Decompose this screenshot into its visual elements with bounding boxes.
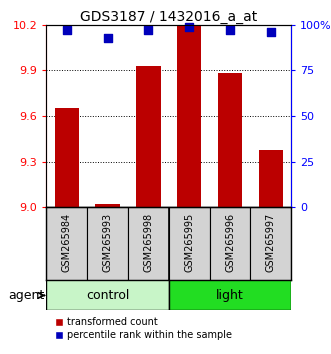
Point — [146, 27, 151, 33]
Text: light: light — [216, 289, 244, 302]
Text: GSM265993: GSM265993 — [103, 213, 113, 272]
Text: agent: agent — [8, 289, 44, 302]
Bar — [259, 150, 283, 207]
Bar — [210, 207, 251, 280]
Legend: transformed count, percentile rank within the sample: transformed count, percentile rank withi… — [51, 313, 236, 344]
Bar — [218, 74, 242, 207]
Text: GSM265984: GSM265984 — [62, 213, 72, 272]
Bar — [46, 280, 169, 310]
Text: GSM265997: GSM265997 — [266, 213, 276, 272]
Text: GSM265996: GSM265996 — [225, 213, 235, 272]
Bar — [177, 26, 202, 207]
Point — [268, 29, 273, 35]
Text: control: control — [86, 289, 129, 302]
Point — [64, 27, 70, 33]
Bar — [55, 108, 79, 207]
Point — [187, 24, 192, 29]
Bar — [169, 280, 291, 310]
Point — [105, 35, 110, 40]
Bar — [251, 207, 291, 280]
Point — [227, 27, 233, 33]
Title: GDS3187 / 1432016_a_at: GDS3187 / 1432016_a_at — [80, 10, 258, 24]
Bar — [46, 207, 87, 280]
Bar — [87, 207, 128, 280]
Bar — [169, 207, 210, 280]
Text: GSM265995: GSM265995 — [184, 213, 194, 272]
Bar — [95, 204, 120, 207]
Bar — [136, 66, 161, 207]
Bar — [128, 207, 169, 280]
Text: GSM265998: GSM265998 — [143, 213, 153, 272]
